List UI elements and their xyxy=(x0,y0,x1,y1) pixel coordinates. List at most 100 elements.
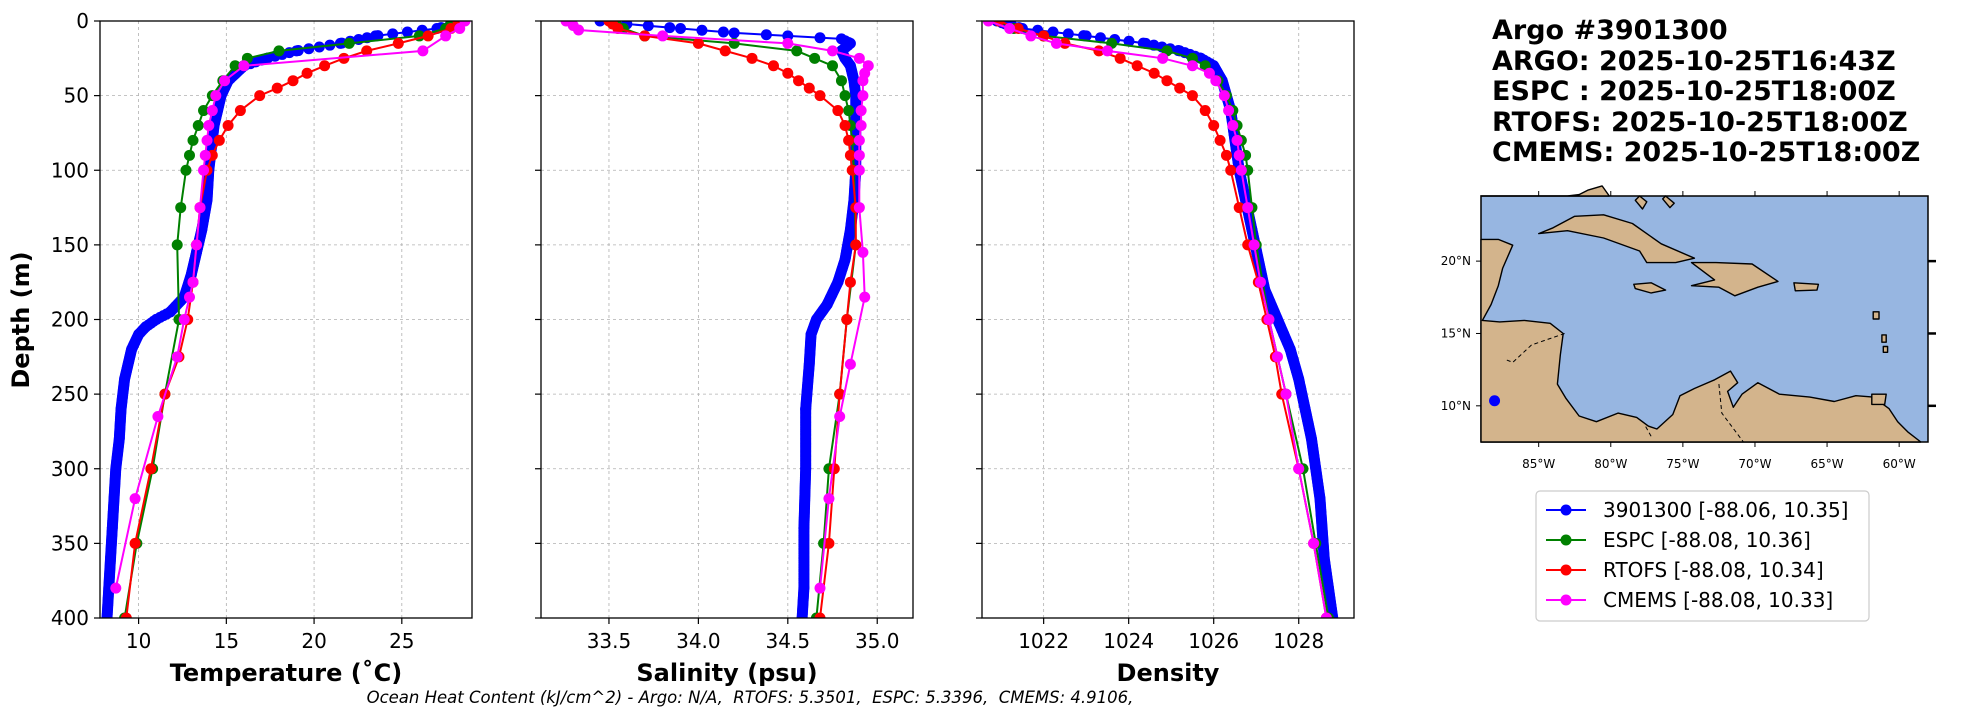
legend-swatch-marker xyxy=(1560,594,1572,606)
y-axis-label: Depth (m) xyxy=(7,251,35,388)
land-shape xyxy=(1690,261,1779,297)
series-point-rtofs xyxy=(422,30,434,42)
series-point-rtofs xyxy=(1220,149,1232,161)
series-point-3901300 xyxy=(1047,26,1059,38)
series-point-cmems xyxy=(857,246,869,258)
y-tick-label: 150 xyxy=(51,233,89,257)
series-point-3901300 xyxy=(1123,35,1135,47)
series-point-cmems xyxy=(827,45,839,57)
series-point-3901300 xyxy=(369,30,381,42)
series-point-rtofs xyxy=(129,537,141,549)
x-axis-label: Temperature (˚C) xyxy=(170,659,403,687)
series-point-cmems xyxy=(178,314,190,325)
series-point-espc xyxy=(183,149,195,161)
series-point-cmems xyxy=(152,411,164,423)
series-point-cmems xyxy=(454,22,466,34)
series-point-rtofs xyxy=(1225,164,1237,176)
x-tick-label: 1024 xyxy=(1103,629,1154,653)
series-point-rtofs xyxy=(814,90,826,102)
series-point-rtofs xyxy=(814,612,826,618)
series-point-cmems xyxy=(853,202,865,214)
series-point-cmems xyxy=(855,119,867,131)
series-point-3901300 xyxy=(594,21,606,27)
series-point-cmems xyxy=(857,90,869,102)
y-tick-label: 400 xyxy=(51,606,89,630)
series-point-3901300 xyxy=(101,612,113,618)
series-point-cmems xyxy=(834,411,846,423)
title-line-rtofs-time: RTOFS: 2025-10-25T18:00Z xyxy=(1492,106,1908,138)
border-line xyxy=(1505,333,1565,363)
map-lon-label: 80°W xyxy=(1594,457,1627,471)
land-shape xyxy=(1881,334,1887,343)
y-tick-label: 50 xyxy=(64,84,89,108)
title-line-cmems-time: CMEMS: 2025-10-25T18:00Z xyxy=(1492,137,1921,168)
series-point-rtofs xyxy=(612,22,624,34)
land-shape xyxy=(1872,311,1880,320)
series-point-cmems xyxy=(198,164,210,176)
series-point-rtofs xyxy=(844,149,856,161)
series-point-rtofs xyxy=(639,30,651,42)
series-point-cmems xyxy=(199,149,211,161)
series-point-cmems xyxy=(1203,67,1215,79)
series-point-espc xyxy=(835,75,847,87)
series-point-cmems xyxy=(844,358,856,370)
series-point-rtofs xyxy=(1233,202,1245,214)
series-point-cmems xyxy=(1101,45,1113,57)
series-point-rtofs xyxy=(841,314,853,325)
series-point-cmems xyxy=(1308,537,1320,549)
series-point-cmems xyxy=(194,202,206,214)
series-point-cmems xyxy=(206,105,218,117)
x-tick-label: 15 xyxy=(214,629,239,653)
legend-frame xyxy=(1535,490,1870,622)
series-point-3901300 xyxy=(728,27,740,39)
x-tick-label: 20 xyxy=(301,629,326,653)
legend: 3901300 [-88.06, 10.35] ESPC [-88.08, 10.… xyxy=(1535,490,1870,622)
series-point-cmems xyxy=(1254,276,1266,288)
series-point-espc xyxy=(809,52,821,64)
series-point-espc xyxy=(198,105,210,117)
x-tick-label: 25 xyxy=(389,629,414,653)
series-group xyxy=(982,21,1339,618)
series-point-rtofs xyxy=(768,60,779,72)
series-point-rtofs xyxy=(1208,119,1220,131)
series-point-cmems xyxy=(1050,37,1062,49)
land-shape xyxy=(1871,393,1887,406)
series-point-cmems xyxy=(855,105,867,117)
series-line-cmems xyxy=(114,21,466,589)
series-point-rtofs xyxy=(1161,75,1173,87)
map-ticks: 85°W 80°W 75°W 70°W 65°W 60°W 20°N 15°N 10°N xyxy=(1441,191,1936,471)
y-tick-label: 0 xyxy=(76,9,89,33)
title-line-espc-time: ESPC : 2025-10-25T18:00Z xyxy=(1492,76,1896,107)
series-point-cmems xyxy=(1186,60,1198,72)
density-panel: 1022 1024 1026 1028 Density xyxy=(976,20,1355,687)
series-point-cmems xyxy=(1233,149,1245,161)
series-point-cmems xyxy=(1004,22,1016,34)
series-point-rtofs xyxy=(843,134,855,146)
series-point-cmems xyxy=(573,24,585,36)
series-point-cmems xyxy=(814,582,826,594)
series-point-cmems xyxy=(1157,52,1169,64)
series-point-rtofs xyxy=(234,105,246,117)
series-point-3901300 xyxy=(675,22,686,34)
series-point-espc xyxy=(175,202,187,214)
series-point-cmems xyxy=(1210,75,1222,87)
series-point-espc xyxy=(839,90,851,102)
map-lon-label: 60°W xyxy=(1883,457,1916,471)
title-line-float: Argo #3901300 xyxy=(1492,15,1728,46)
land-shape xyxy=(1793,282,1820,292)
land-shape xyxy=(1537,214,1696,264)
series-point-cmems xyxy=(782,37,794,49)
series-point-cmems xyxy=(1242,202,1254,214)
series-point-cmems xyxy=(1248,239,1260,251)
series-point-cmems xyxy=(982,21,994,27)
legend-label: ESPC [-88.08, 10.36] xyxy=(1603,528,1811,552)
series-point-espc xyxy=(187,134,199,146)
series-point-cmems xyxy=(1025,30,1037,42)
series-point-3901300 xyxy=(814,32,826,44)
series-point-cmems xyxy=(857,75,869,87)
x-tick-label: 1026 xyxy=(1188,629,1239,653)
series-point-espc xyxy=(791,45,803,57)
series-point-cmems xyxy=(183,291,195,303)
series-point-rtofs xyxy=(803,82,815,94)
series-point-rtofs xyxy=(319,60,331,72)
